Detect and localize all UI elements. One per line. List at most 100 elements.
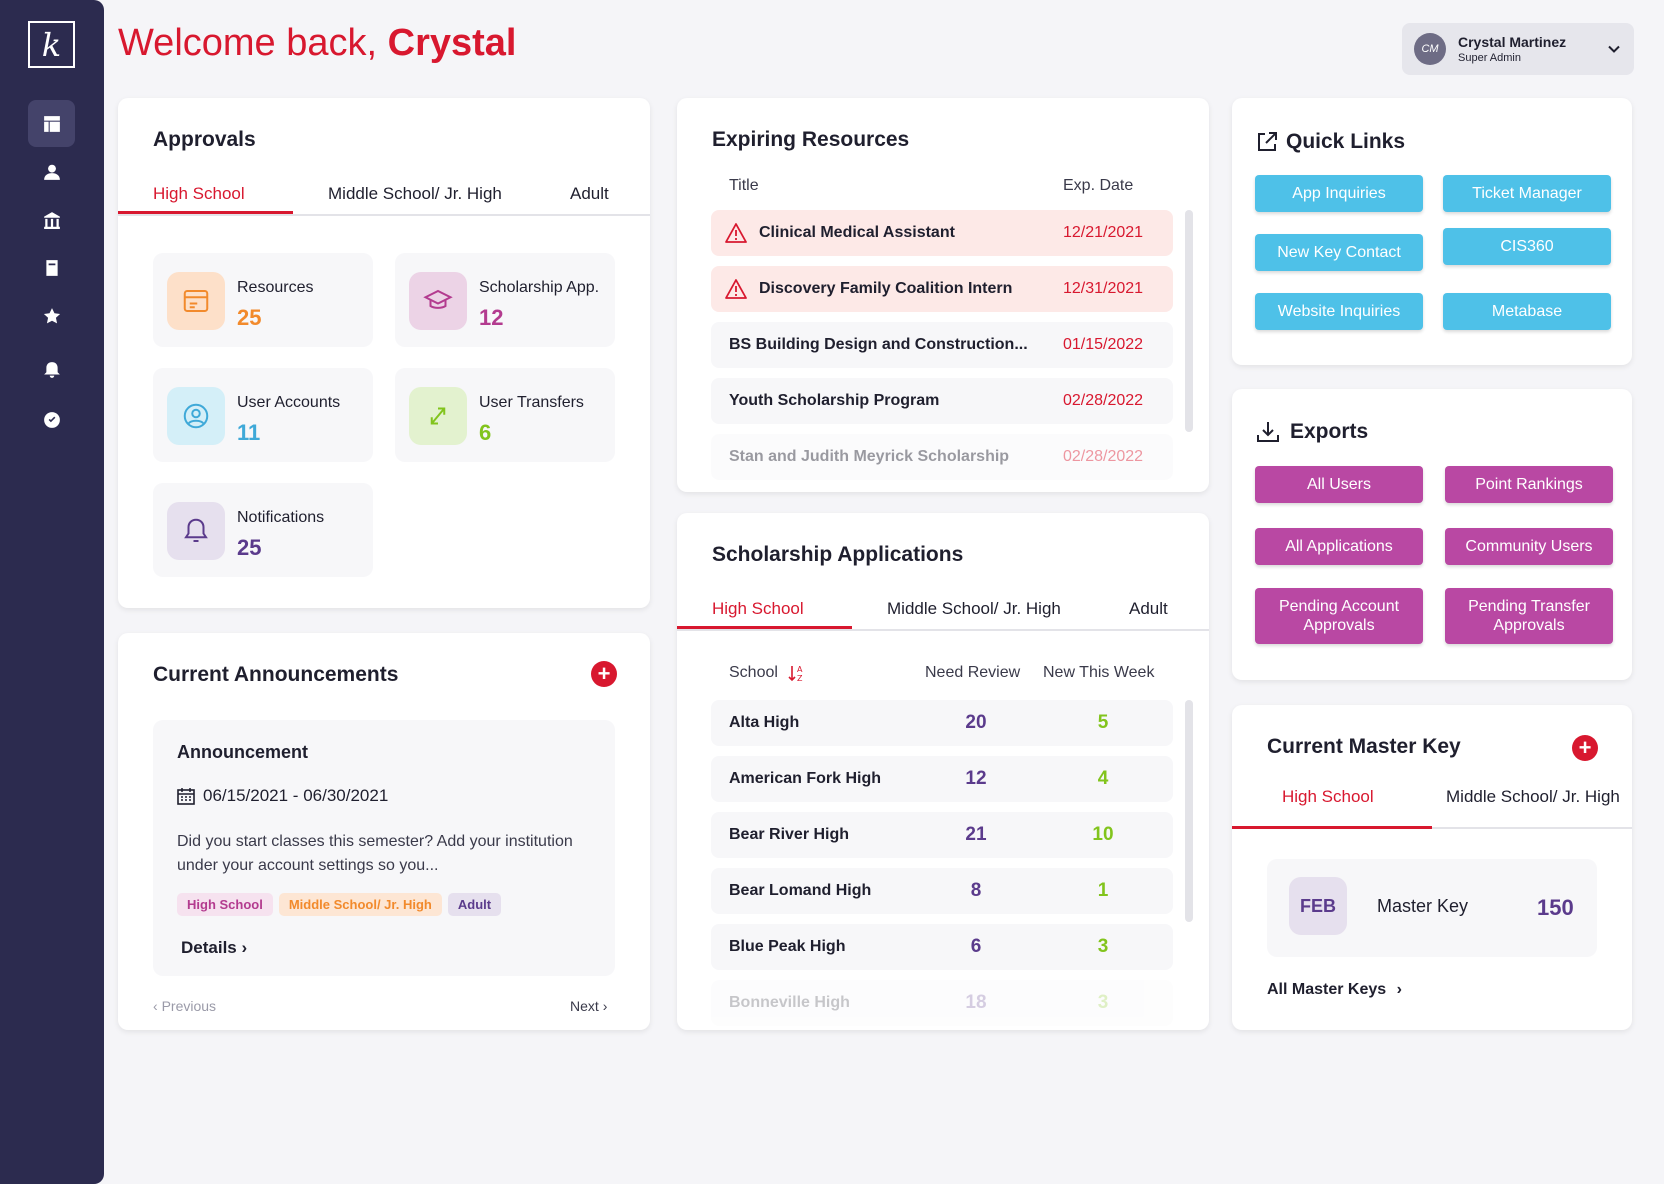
expiring-row-date: 02/28/2022 (1063, 448, 1144, 465)
school-nav-icon[interactable] (28, 196, 75, 243)
master-key-item[interactable]: FEB Master Key 150 (1267, 859, 1597, 957)
external-link-icon (1258, 132, 1277, 151)
master-key-value: 150 (1537, 895, 1574, 920)
need-review-count: 12 (965, 768, 987, 789)
details-link[interactable]: Details › (181, 938, 247, 958)
notifications-stat[interactable]: Notifications 25 (153, 483, 373, 577)
exports-title: Exports (1290, 420, 1369, 443)
details-label: Details (181, 938, 237, 957)
scholarship-row[interactable]: Bonneville High 18 3 (711, 980, 1173, 1026)
scholarships-title: Scholarship Applications (712, 543, 964, 566)
scholarship-row[interactable]: Blue Peak High 6 3 (711, 924, 1173, 970)
next-label: Next (570, 998, 599, 1014)
expiring-row-date: 02/28/2022 (1063, 392, 1144, 409)
expiring-row[interactable]: Stan and Judith Meyrick Scholarship 02/2… (711, 434, 1173, 480)
ticket-manager-link[interactable]: Ticket Manager (1443, 175, 1611, 212)
school-name: Bear River High (729, 826, 850, 843)
announcement-item: Announcement 06/15/2021 - 06/30/2021 Did… (153, 720, 615, 976)
user-accounts-label: User Accounts (237, 394, 341, 411)
tab-high-school[interactable]: High School (677, 599, 852, 629)
user-name: Crystal Martinez (1458, 34, 1567, 50)
scholarship-tabs: High School Middle School/ Jr. High Adul… (677, 599, 1209, 631)
export-point-rankings-button[interactable]: Point Rankings (1445, 466, 1613, 503)
svg-text:Z: Z (797, 674, 803, 682)
all-master-keys-label: All Master Keys (1267, 981, 1387, 998)
star-nav-icon[interactable] (28, 292, 75, 339)
add-announcement-button[interactable]: + (591, 661, 617, 687)
next-button[interactable]: Next › (570, 998, 607, 1014)
calendar-icon (177, 788, 195, 805)
scholarship-applications-card: Scholarship Applications High School Mid… (677, 513, 1209, 1030)
download-icon (1257, 422, 1279, 442)
avatar: CM (1414, 33, 1446, 65)
previous-button[interactable]: ‹ Previous (153, 998, 216, 1014)
expiring-row[interactable]: Clinical Medical Assistant 12/21/2021 (711, 210, 1173, 256)
approvals-card: Approvals High School Middle School/ Jr.… (118, 98, 650, 608)
resources-count: 25 (237, 305, 262, 330)
approvals-title: Approvals (153, 128, 256, 151)
all-master-keys-link[interactable]: All Master Keys › (1267, 981, 1402, 999)
tab-middle-school[interactable]: Middle School/ Jr. High (1446, 787, 1620, 806)
expiring-row-date: 12/21/2021 (1063, 224, 1144, 241)
export-pending-transfer-approvals-button[interactable]: Pending Transfer Approvals (1445, 588, 1613, 644)
scholarship-row[interactable]: Bear River High 21 10 (711, 812, 1173, 858)
app-inquiries-link[interactable]: App Inquiries (1255, 175, 1423, 212)
export-all-users-button[interactable]: All Users (1255, 466, 1423, 503)
announcement-tags: High School Middle School/ Jr. High Adult (177, 893, 507, 916)
resources-stat[interactable]: Resources 25 (153, 253, 373, 347)
school-name: Bear Lomand High (729, 882, 872, 899)
export-pending-account-approvals-button[interactable]: Pending Account Approvals (1255, 588, 1423, 644)
expiring-row-date: 01/15/2022 (1063, 336, 1144, 353)
user-accounts-stat[interactable]: User Accounts 11 (153, 368, 373, 462)
welcome-user-name: Crystal (387, 22, 517, 64)
check-circle-nav-icon[interactable] (28, 396, 75, 443)
user-transfers-stat[interactable]: User Transfers 6 (395, 368, 615, 462)
tab-middle-school[interactable]: Middle School/ Jr. High (328, 184, 502, 203)
new-this-week-count: 3 (1097, 936, 1109, 957)
chevron-right-icon: › (602, 998, 608, 1014)
school-name: Bonneville High (729, 994, 850, 1011)
scholarship-row[interactable]: American Fork High 12 4 (711, 756, 1173, 802)
tab-middle-school[interactable]: Middle School/ Jr. High (887, 599, 1061, 618)
col-need-review: Need Review (925, 664, 1021, 681)
exports-card: Exports All Users Point Rankings All App… (1232, 389, 1632, 680)
tab-high-school[interactable]: High School (1232, 787, 1432, 829)
scholarship-row[interactable]: Alta High 20 5 (711, 700, 1173, 746)
expiring-row[interactable]: Discovery Family Coalition Intern 12/31/… (711, 266, 1173, 312)
announcements-card: Current Announcements + Announcement 06/… (118, 633, 650, 1030)
announcement-date-range: 06/15/2021 - 06/30/2021 (203, 786, 389, 805)
new-this-week-count: 4 (1097, 768, 1109, 789)
scrollbar[interactable] (1185, 210, 1193, 432)
month-badge: FEB (1289, 877, 1347, 935)
expiring-row-title: Clinical Medical Assistant (759, 224, 955, 241)
quick-links-header: Quick Links (1256, 130, 1405, 154)
school-name: Alta High (729, 714, 800, 731)
export-all-applications-button[interactable]: All Applications (1255, 528, 1423, 565)
expiring-row[interactable]: BS Building Design and Construction... 0… (711, 322, 1173, 368)
previous-label: Previous (161, 998, 217, 1014)
scholarship-row[interactable]: Bear Lomand High 8 1 (711, 868, 1173, 914)
export-community-users-button[interactable]: Community Users (1445, 528, 1613, 565)
cis360-link[interactable]: CIS360 (1443, 228, 1611, 265)
col-title: Title (729, 177, 759, 194)
dashboard-nav-icon[interactable] (28, 100, 75, 147)
app-logo[interactable]: k (28, 21, 75, 68)
bell-nav-icon[interactable] (28, 346, 75, 393)
document-nav-icon[interactable] (28, 244, 75, 291)
tab-adult[interactable]: Adult (570, 184, 609, 203)
add-master-key-button[interactable]: + (1572, 735, 1598, 761)
scrollbar[interactable] (1185, 700, 1193, 922)
tab-high-school[interactable]: High School (118, 184, 293, 214)
metabase-link[interactable]: Metabase (1443, 293, 1611, 330)
users-nav-icon[interactable] (28, 148, 75, 195)
col-exp-date: Exp. Date (1063, 177, 1134, 194)
expiring-row-title: Stan and Judith Meyrick Scholarship (729, 448, 1010, 465)
tab-adult[interactable]: Adult (1129, 599, 1168, 618)
new-key-contact-link[interactable]: New Key Contact (1255, 234, 1423, 271)
expiring-row[interactable]: Youth Scholarship Program 02/28/2022 (711, 378, 1173, 424)
website-inquiries-link[interactable]: Website Inquiries (1255, 293, 1423, 330)
user-menu[interactable]: CM Crystal Martinez Super Admin (1402, 23, 1634, 75)
scholarship-stat[interactable]: Scholarship App. 12 (395, 253, 615, 347)
chevron-right-icon: › (1396, 981, 1402, 998)
